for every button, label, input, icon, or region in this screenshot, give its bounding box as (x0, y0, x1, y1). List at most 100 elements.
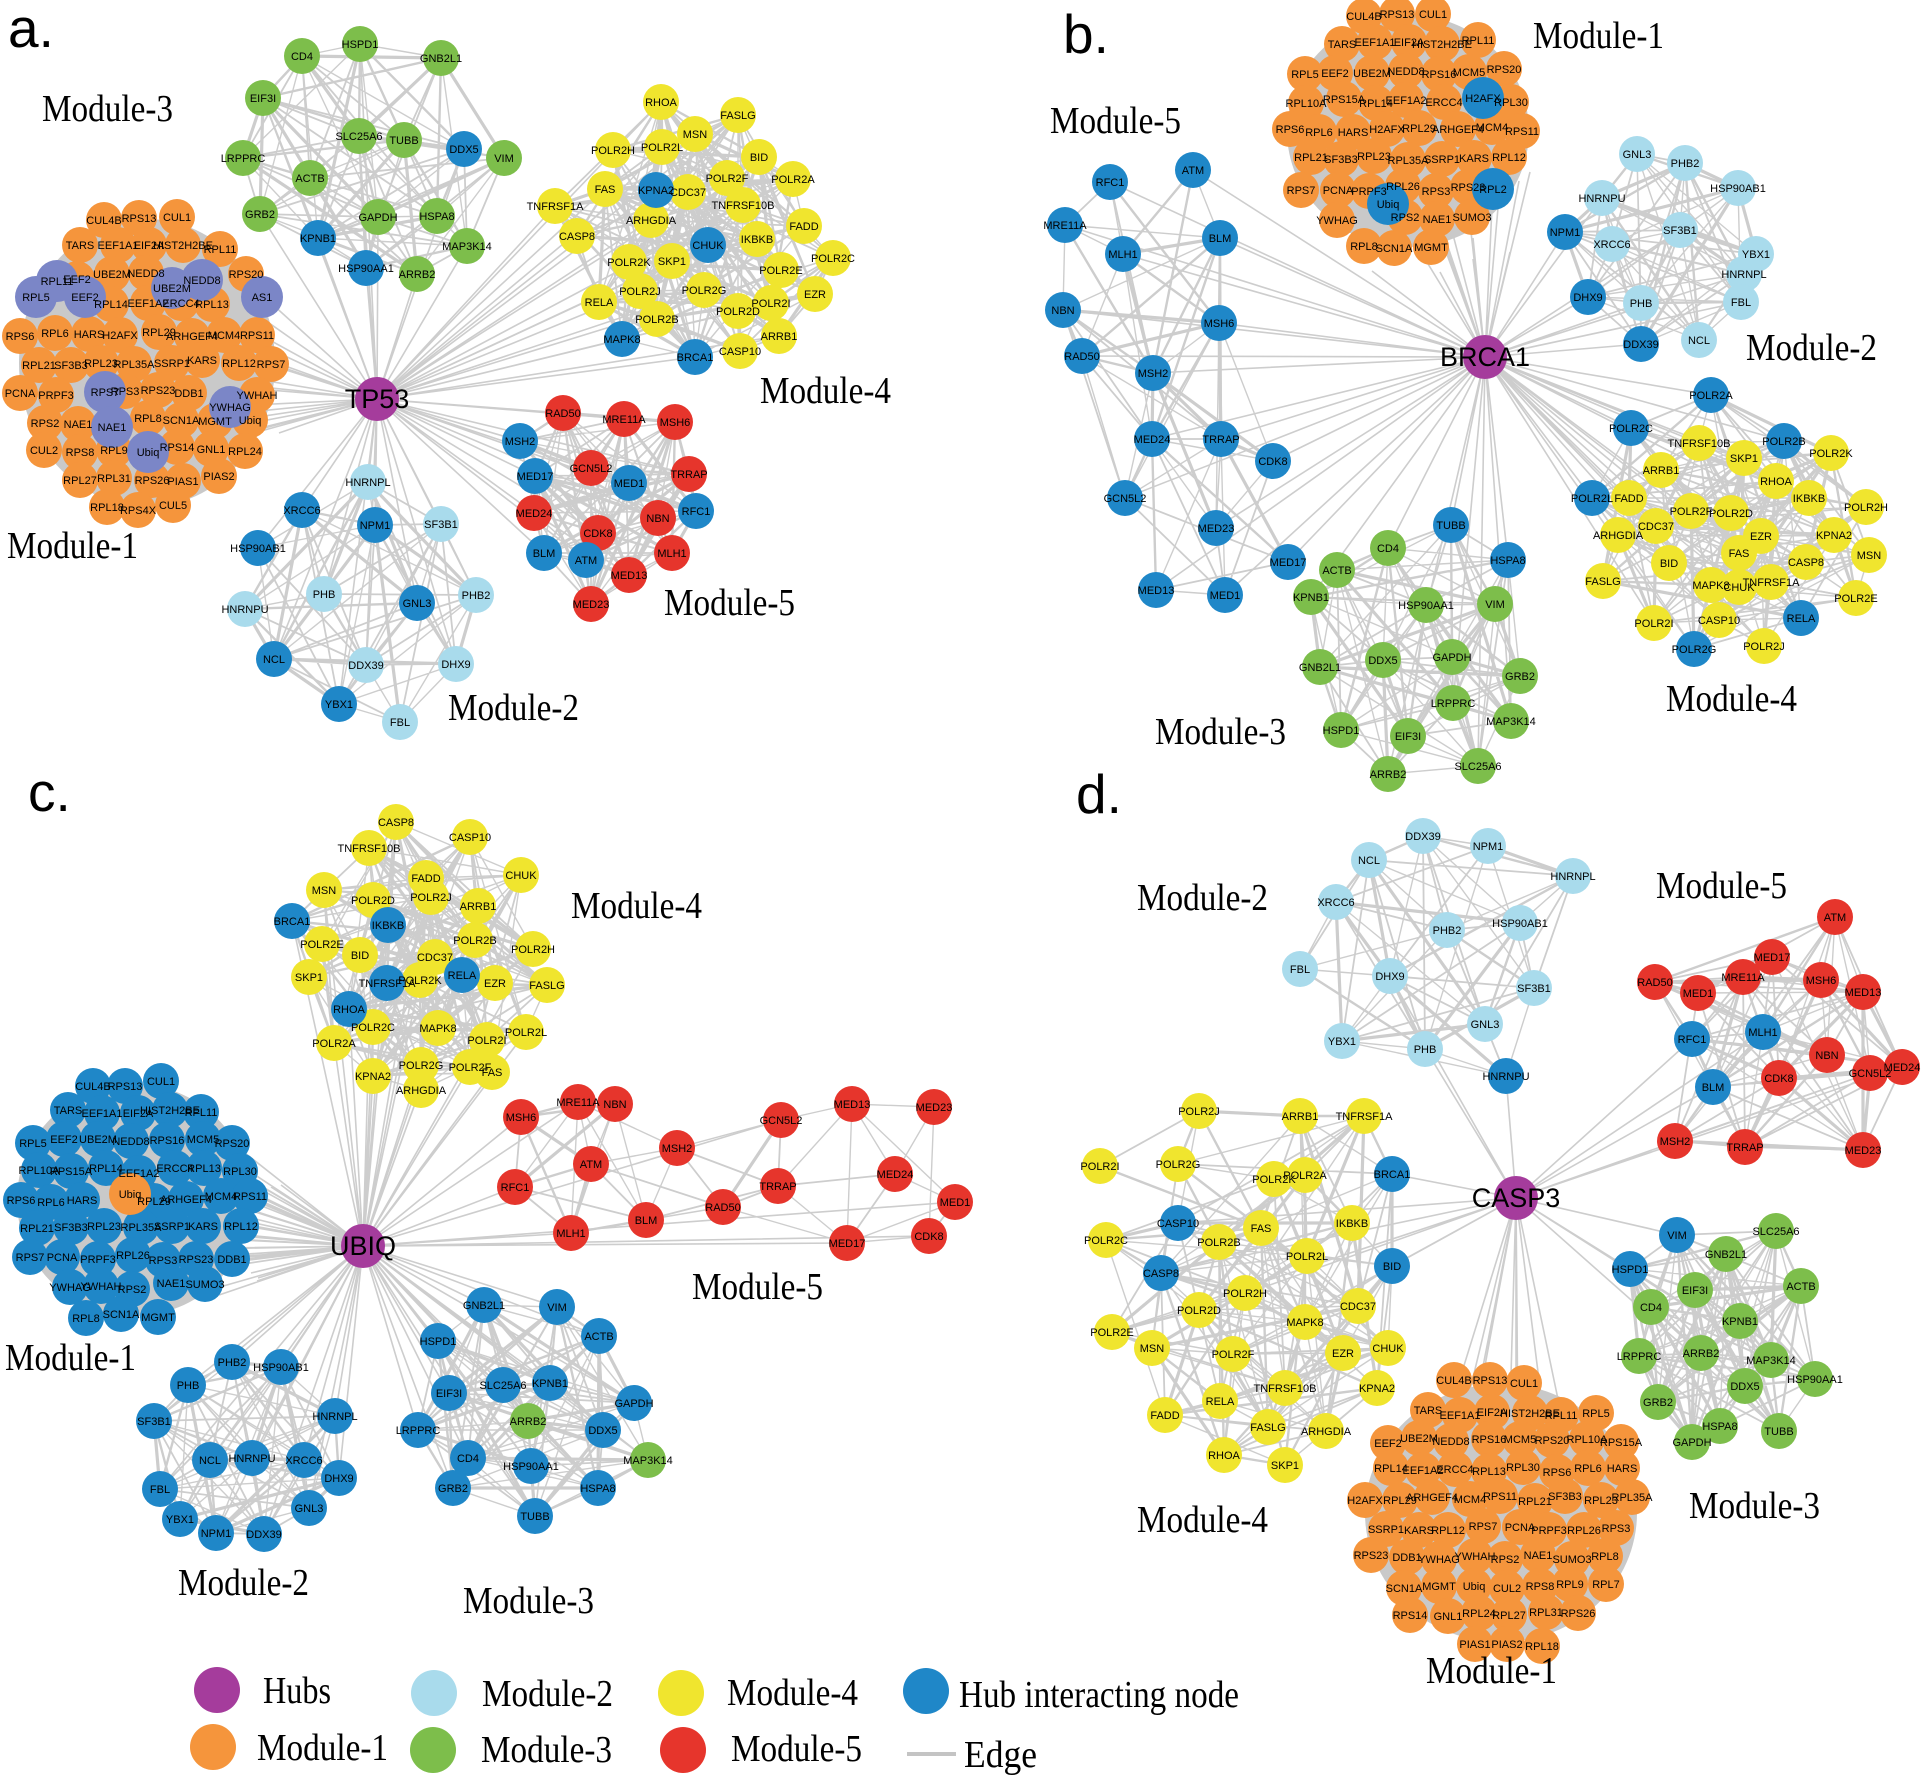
svg-text:HSP90AA1: HSP90AA1 (1398, 600, 1454, 612)
svg-text:HSP90AB1: HSP90AB1 (1710, 183, 1766, 195)
svg-text:TARS: TARS (66, 240, 95, 252)
svg-text:DDB1: DDB1 (217, 1254, 246, 1266)
svg-text:TRRAP: TRRAP (1726, 1142, 1763, 1154)
svg-text:PRPF3: PRPF3 (80, 1254, 115, 1266)
svg-text:RPL35A: RPL35A (1388, 155, 1430, 167)
svg-text:Module-3: Module-3 (463, 1580, 594, 1622)
svg-text:MSH2: MSH2 (662, 1143, 693, 1155)
svg-text:CDK8: CDK8 (583, 528, 612, 540)
svg-text:RPS11: RPS11 (240, 330, 274, 342)
svg-text:RPS7: RPS7 (1287, 185, 1316, 197)
svg-text:RPS3: RPS3 (111, 386, 140, 398)
svg-text:POLR2C: POLR2C (1084, 1235, 1128, 1247)
svg-text:RPL27: RPL27 (1492, 1610, 1526, 1622)
svg-text:RHOA: RHOA (645, 97, 677, 109)
svg-text:RPL8: RPL8 (1350, 241, 1378, 253)
svg-text:Module-4: Module-4 (760, 370, 891, 412)
svg-text:HSP90AA1: HSP90AA1 (1787, 1374, 1843, 1386)
svg-text:TARS: TARS (1414, 1405, 1443, 1417)
svg-text:CHUK: CHUK (505, 870, 537, 882)
svg-text:NBN: NBN (603, 1099, 626, 1111)
svg-text:RPL21: RPL21 (20, 1223, 54, 1235)
svg-text:GNL1: GNL1 (1434, 1611, 1463, 1623)
svg-text:YWHAH: YWHAH (237, 390, 278, 402)
svg-text:RAD50: RAD50 (545, 408, 580, 420)
svg-text:Module-1: Module-1 (1533, 15, 1664, 57)
svg-text:RPL11: RPL11 (1462, 35, 1495, 47)
svg-text:Ubiq: Ubiq (239, 415, 262, 427)
svg-text:FBL: FBL (1290, 964, 1310, 976)
svg-text:MGMT: MGMT (1414, 242, 1448, 254)
svg-text:EIF3I: EIF3I (250, 93, 276, 105)
svg-text:Module-5: Module-5 (1050, 100, 1181, 142)
svg-text:SKP1: SKP1 (1271, 1460, 1299, 1472)
svg-text:PCNA: PCNA (5, 388, 36, 400)
svg-text:MED24: MED24 (1134, 434, 1171, 446)
svg-text:MLH1: MLH1 (657, 548, 686, 560)
svg-text:CUL1: CUL1 (163, 212, 191, 224)
svg-text:ERCC4: ERCC4 (1425, 97, 1462, 109)
svg-text:FAS: FAS (1729, 548, 1750, 560)
svg-text:RPS3: RPS3 (1602, 1523, 1631, 1535)
svg-text:GRB2: GRB2 (1505, 671, 1535, 683)
svg-text:POLR2H: POLR2H (1844, 502, 1888, 514)
svg-text:TNFRSF10B: TNFRSF10B (338, 843, 401, 855)
svg-text:Module-5: Module-5 (692, 1266, 823, 1308)
svg-text:DHX9: DHX9 (1573, 292, 1602, 304)
svg-text:BLM: BLM (1209, 233, 1232, 245)
svg-text:MSH2: MSH2 (1138, 368, 1169, 380)
svg-text:NBN: NBN (1051, 305, 1074, 317)
svg-text:RPL14: RPL14 (1359, 98, 1393, 110)
svg-text:GCN5L2: GCN5L2 (1104, 493, 1147, 505)
svg-text:RPS7: RPS7 (16, 1252, 45, 1264)
svg-text:RAD50: RAD50 (1064, 351, 1099, 363)
svg-text:RPL21: RPL21 (22, 360, 56, 372)
svg-text:HARS: HARS (1607, 1463, 1638, 1475)
svg-text:Module-4: Module-4 (571, 885, 702, 927)
svg-text:RPS2: RPS2 (118, 1284, 147, 1296)
svg-text:RPL11: RPL11 (1545, 1410, 1578, 1422)
svg-text:RPL13: RPL13 (195, 299, 229, 311)
svg-text:DDB1: DDB1 (1392, 1552, 1421, 1564)
svg-text:MRE11A: MRE11A (602, 414, 646, 426)
svg-text:CDK8: CDK8 (914, 1231, 943, 1243)
svg-text:MLH1: MLH1 (1108, 249, 1137, 261)
svg-text:TUBB: TUBB (389, 135, 418, 147)
svg-text:EIF2A: EIF2A (123, 1108, 154, 1120)
svg-text:CASP8: CASP8 (1788, 557, 1824, 569)
svg-text:MAP3K14: MAP3K14 (623, 1455, 673, 1467)
svg-text:POLR2J: POLR2J (619, 286, 661, 298)
svg-text:NBN: NBN (1815, 1050, 1838, 1062)
svg-text:POLR2J: POLR2J (1178, 1106, 1220, 1118)
svg-text:RPL6: RPL6 (1305, 127, 1333, 139)
svg-text:VIM: VIM (494, 153, 514, 165)
svg-text:RPS23: RPS23 (179, 1254, 214, 1266)
svg-text:FBL: FBL (1731, 297, 1751, 309)
svg-text:Module-3: Module-3 (481, 1729, 612, 1771)
svg-text:RPS6: RPS6 (6, 331, 35, 343)
svg-text:RPS26: RPS26 (135, 475, 170, 487)
svg-text:ARHGEF4: ARHGEF4 (1432, 124, 1484, 136)
svg-text:GNB2L1: GNB2L1 (1299, 662, 1341, 674)
svg-text:PIAS2: PIAS2 (203, 471, 234, 483)
svg-text:RFC1: RFC1 (501, 1182, 530, 1194)
svg-text:DHX9: DHX9 (1375, 971, 1404, 983)
svg-text:MED24: MED24 (516, 508, 553, 520)
svg-text:MSH6: MSH6 (660, 417, 691, 429)
svg-text:UBE2M: UBE2M (1400, 1433, 1438, 1445)
svg-text:CDC37: CDC37 (1638, 521, 1674, 533)
svg-text:d.: d. (1076, 763, 1122, 825)
svg-text:RPL27: RPL27 (63, 475, 97, 487)
svg-text:MAP3K14: MAP3K14 (442, 241, 492, 253)
svg-text:LRPPRC: LRPPRC (1431, 698, 1476, 710)
svg-text:RPL31: RPL31 (1529, 1607, 1563, 1619)
svg-text:YBX1: YBX1 (166, 1514, 194, 1526)
svg-text:SUMO3: SUMO3 (185, 1279, 224, 1291)
svg-text:XRCC6: XRCC6 (1593, 239, 1630, 251)
svg-text:NPM1: NPM1 (1550, 227, 1581, 239)
svg-text:RPL23: RPL23 (1357, 151, 1391, 163)
svg-text:GAPDH: GAPDH (1432, 652, 1471, 664)
svg-text:UBE2M: UBE2M (79, 1134, 117, 1146)
svg-text:CUL4B: CUL4B (75, 1081, 110, 1093)
svg-text:c.: c. (28, 761, 71, 823)
